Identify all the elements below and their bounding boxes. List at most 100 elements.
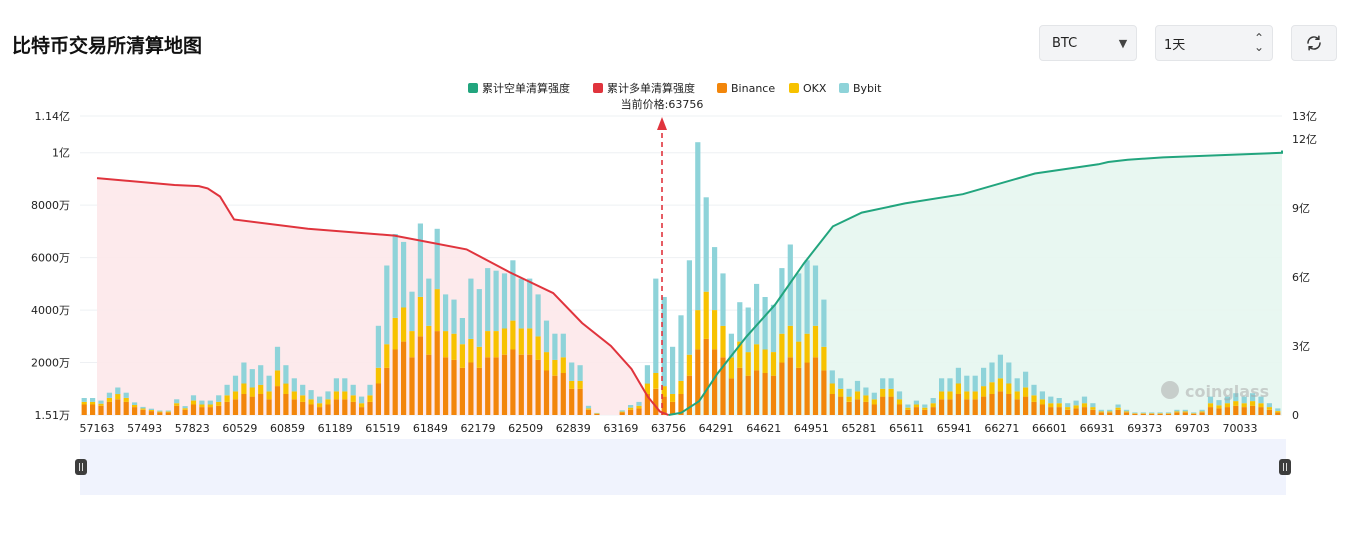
bar-binance (1149, 413, 1155, 415)
bar-okx (880, 388, 886, 397)
bar-bybit (796, 273, 802, 342)
bar-okx (737, 341, 743, 368)
bar-okx (535, 336, 541, 360)
bar-bybit (1275, 408, 1281, 411)
bar-okx (493, 331, 499, 358)
bar-bybit (1191, 412, 1197, 414)
bar-okx (1073, 405, 1079, 409)
bar-binance (106, 401, 112, 415)
y-left-tick-label: 1.14亿 (35, 110, 71, 123)
bar-binance (1258, 407, 1264, 415)
bar-okx (367, 395, 373, 402)
bar-bybit (619, 410, 625, 412)
bar-binance (1081, 407, 1088, 415)
bar-okx (678, 380, 684, 394)
bar-bybit (140, 406, 146, 409)
bar-bybit (1056, 398, 1062, 404)
bar-bybit (1014, 378, 1020, 392)
bar-bybit (359, 396, 365, 404)
bar-binance (552, 375, 558, 415)
bar-okx (392, 318, 398, 350)
x-tick-label: 60859 (270, 422, 305, 435)
bar-binance (132, 407, 138, 415)
bar-okx (1258, 403, 1264, 408)
bar-bybit (468, 278, 474, 339)
x-tick-label: 63169 (603, 422, 638, 435)
watermark-text: coinglass (1185, 382, 1269, 401)
bar-okx (375, 367, 381, 384)
coin-select-value: BTC (1052, 35, 1078, 51)
bar-binance (728, 378, 734, 415)
current-price-arrow-icon (657, 117, 667, 130)
bar-bybit (148, 408, 154, 410)
bar-binance (737, 367, 743, 415)
bar-bybit (770, 304, 777, 352)
coinglass-logo-icon (1161, 381, 1179, 399)
bar-bybit (459, 318, 465, 345)
bar-binance (207, 407, 213, 415)
bar-bybit (804, 260, 810, 334)
bar-binance (787, 357, 793, 415)
x-tick-label: 65611 (889, 422, 924, 435)
x-tick-label: 62179 (461, 422, 496, 435)
bar-okx (1056, 403, 1062, 408)
bar-binance (333, 399, 339, 415)
x-tick-label: 57163 (80, 422, 115, 435)
x-tick-label: 61849 (413, 422, 448, 435)
bar-binance (274, 386, 281, 415)
chevron-down-icon: ▼ (1118, 36, 1128, 50)
bar-binance (1174, 412, 1180, 415)
bar-binance (359, 407, 365, 415)
bar-binance (527, 354, 533, 415)
bar-okx (846, 396, 852, 402)
zoom-handle-left[interactable] (75, 459, 87, 475)
bar-binance (1115, 409, 1121, 415)
bar-binance (190, 404, 197, 415)
bar-okx (123, 398, 129, 402)
bar-bybit (224, 384, 230, 396)
bar-binance (1048, 407, 1054, 415)
bar-binance (989, 394, 995, 415)
legend-swatch (839, 83, 849, 93)
bar-okx (224, 395, 230, 402)
bar-bybit (182, 406, 188, 409)
bar-binance (535, 359, 541, 415)
refresh-button[interactable] (1291, 25, 1337, 61)
bar-binance (1165, 413, 1172, 415)
bar-binance (628, 409, 634, 415)
y-right-tick-label: 12亿 (1292, 133, 1317, 146)
legend-label: Binance (731, 82, 775, 95)
bar-binance (678, 394, 684, 415)
bar-okx (325, 399, 331, 405)
bar-okx (300, 395, 306, 402)
bar-okx (644, 383, 650, 394)
bar-bybit (594, 412, 600, 414)
bar-binance (1014, 399, 1020, 415)
bar-binance (182, 409, 188, 415)
bar-okx (787, 325, 793, 358)
x-tick-label: 65941 (937, 422, 972, 435)
bar-bybit (939, 378, 945, 392)
bar-bybit (367, 384, 373, 396)
coin-select[interactable]: BTC ▼ (1039, 25, 1137, 61)
bar-okx (997, 378, 1003, 392)
bar-binance (1090, 409, 1096, 415)
bar-okx (81, 401, 87, 405)
bar-binance (997, 391, 1003, 415)
bar-okx (485, 331, 491, 358)
bar-okx (796, 341, 802, 368)
range-select[interactable]: 1天 ⌃ ⌄ (1155, 25, 1273, 61)
bar-bybit (174, 399, 180, 404)
zoom-slider-track[interactable] (80, 439, 1286, 495)
bar-okx (1039, 399, 1045, 405)
bar-okx (1090, 407, 1096, 410)
bar-okx (888, 388, 894, 397)
zoom-handle-right[interactable] (1279, 459, 1291, 475)
bar-bybit (535, 294, 541, 337)
bar-okx (628, 407, 634, 410)
y-left-tick-label: 1.51万 (35, 409, 71, 422)
bar-binance (1224, 407, 1230, 415)
bar-okx (1149, 413, 1155, 414)
bar-bybit (1157, 412, 1163, 414)
bar-bybit (1132, 412, 1138, 414)
